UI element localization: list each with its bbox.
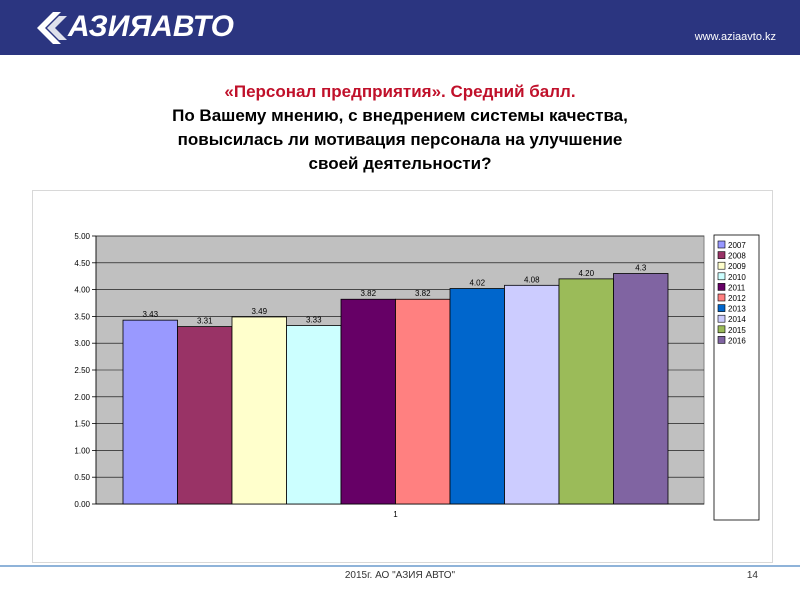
x-category-label: 1	[393, 510, 398, 519]
data-label-2007: 3.43	[142, 310, 158, 319]
slide-title: «Персонал предприятия». Средний балл. По…	[110, 80, 690, 176]
y-tick-label: 1.50	[74, 420, 90, 429]
y-tick-label: 0.50	[74, 473, 90, 482]
title-line-4: своей деятельности?	[308, 154, 492, 173]
legend-swatch-2013	[717, 304, 726, 312]
bar-2013	[449, 288, 505, 505]
y-tick-label: 4.00	[74, 286, 90, 295]
y-tick-label: 3.00	[74, 339, 90, 348]
legend-swatch-2007	[717, 240, 726, 249]
y-tick-label: 2.00	[74, 393, 90, 402]
header-bar: АЗИЯАВТО www.aziaavto.kz	[0, 0, 800, 55]
legend-label-2014: 2014	[728, 315, 746, 324]
y-tick-label: 5.00	[74, 232, 90, 241]
y-tick-label: 2.50	[74, 366, 90, 375]
data-label-2016: 4.3	[635, 264, 647, 273]
bar-2008	[177, 326, 233, 505]
bar-2007	[122, 319, 178, 505]
legend-label-2007: 2007	[728, 241, 746, 250]
bar-2016	[613, 273, 669, 505]
logo-text: АЗИЯАВТО	[68, 10, 234, 43]
legend-label-2010: 2010	[728, 273, 746, 282]
title-line-1: «Персонал предприятия». Средний балл.	[224, 82, 576, 101]
legend-label-2008: 2008	[728, 252, 746, 261]
chart-frame: 0.00 0.50 1.00 1.50 2.00 2.50 3.00 3.50 4.00 4.50…	[32, 190, 773, 563]
legend-swatch-2015	[717, 325, 726, 334]
footer-divider	[0, 565, 800, 567]
data-label-2015: 4.20	[578, 269, 594, 278]
data-label-2009: 3.49	[251, 307, 267, 316]
bar-2009	[231, 316, 287, 505]
bar-2010	[286, 325, 342, 505]
bar-2014	[504, 284, 560, 505]
legend-swatch-2014	[717, 314, 726, 323]
legend-label-2009: 2009	[728, 262, 746, 271]
y-tick-label: 3.50	[74, 312, 90, 321]
bar-2015	[558, 278, 614, 505]
logo-icon	[37, 12, 67, 44]
legend-label-2016: 2016	[728, 336, 746, 345]
legend-swatch-2011	[717, 283, 726, 291]
legend-label-2012: 2012	[728, 294, 746, 303]
y-tick-label: 1.00	[74, 446, 90, 455]
legend-box	[713, 234, 760, 521]
bar-chart: 0.00 0.50 1.00 1.50 2.00 2.50 3.00 3.50 4.00 4.50…	[74, 232, 760, 521]
data-label-2008: 3.31	[197, 317, 213, 326]
legend-swatch-2012	[717, 293, 726, 302]
y-tick-label: 4.50	[74, 259, 90, 268]
data-label-2010: 3.33	[306, 316, 322, 325]
data-label-2012: 3.82	[415, 289, 431, 298]
legend-swatch-2009	[717, 261, 726, 270]
website-url[interactable]: www.aziaavto.kz	[694, 31, 776, 43]
data-label-2013: 4.02	[469, 279, 485, 288]
bar-2012	[395, 298, 451, 505]
legend-label-2015: 2015	[728, 326, 746, 335]
data-label-2011: 3.82	[360, 289, 376, 298]
page-number: 14	[746, 570, 758, 581]
bar-2011	[340, 298, 396, 505]
y-tick-label: 0.00	[74, 500, 90, 509]
legend-label-2011: 2011	[728, 283, 746, 292]
title-line-2: По Вашему мнению, с внедрением системы к…	[172, 106, 628, 125]
title-line-3: повысилась ли мотивация персонала на улу…	[177, 130, 623, 149]
data-label-2014: 4.08	[524, 275, 540, 284]
legend-label-2013: 2013	[728, 305, 746, 314]
legend-swatch-2010	[717, 272, 726, 281]
legend-swatch-2008	[717, 251, 726, 259]
legend-swatch-2016	[717, 336, 726, 344]
footer-text: 2015г. АО "АЗИЯ АВТО"	[344, 570, 456, 581]
